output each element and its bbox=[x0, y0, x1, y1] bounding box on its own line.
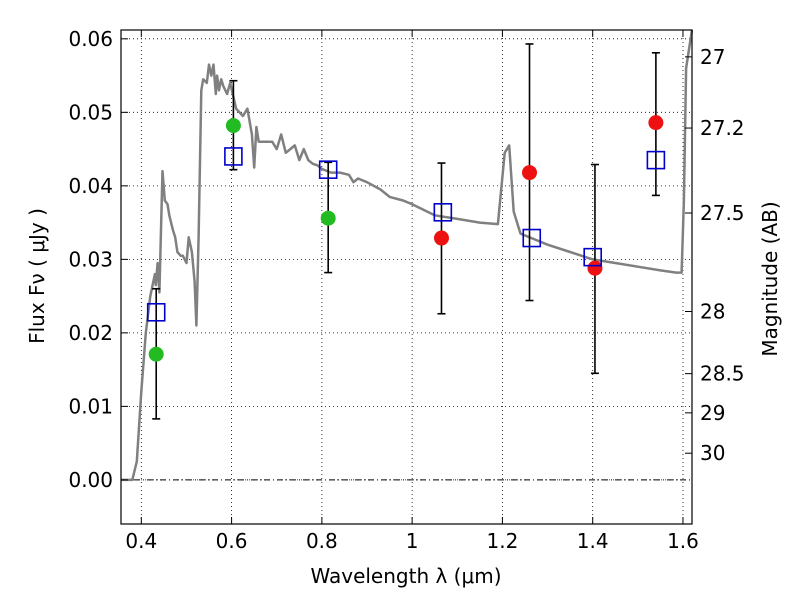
y-tick-label: 0.05 bbox=[68, 100, 113, 124]
x-tick-label: 1 bbox=[406, 529, 419, 553]
observed-points-green bbox=[148, 118, 336, 362]
y2-tick-label: 29 bbox=[700, 401, 725, 425]
y-tick-label: 0.02 bbox=[68, 321, 113, 345]
observed-point-red bbox=[587, 260, 603, 276]
model-box bbox=[318, 160, 338, 179]
y-tick-label: 0.03 bbox=[68, 247, 113, 271]
model-box bbox=[224, 147, 243, 166]
x-tick-label: 1.6 bbox=[667, 529, 699, 553]
x-tick-label: 0.4 bbox=[125, 529, 157, 553]
y2-tick-label: 28 bbox=[700, 299, 725, 323]
y2-axis-label: Magnitude (AB) bbox=[758, 201, 782, 356]
observed-point-red bbox=[522, 165, 538, 181]
y2-tick-label: 27.5 bbox=[700, 201, 745, 225]
observed-point-red bbox=[433, 230, 449, 246]
model-box bbox=[146, 302, 166, 322]
y2-tick-label: 30 bbox=[700, 441, 725, 465]
y-tick-label: 0.00 bbox=[68, 468, 113, 492]
y-axis-label: Flux Fν ( μJy ) bbox=[25, 208, 49, 344]
y-axis-ticks: 0.00 0.01 0.02 0.03 0.04 0.05 0.06 bbox=[68, 27, 128, 492]
model-box bbox=[433, 203, 453, 222]
y-tick-label: 0.06 bbox=[68, 27, 113, 51]
x-tick-label: 0.8 bbox=[306, 529, 338, 553]
x-tick-label: 0.6 bbox=[216, 529, 248, 553]
observed-point-green bbox=[320, 210, 336, 226]
model-box bbox=[522, 228, 542, 248]
y2-tick-label: 27 bbox=[700, 45, 725, 69]
y2-axis-ticks: 27 27.2 27.5 28 28.5 29 30 bbox=[685, 45, 745, 465]
observed-point-green bbox=[225, 118, 241, 134]
model-boxes bbox=[146, 147, 666, 322]
x-tick-label: 1.2 bbox=[487, 529, 519, 553]
x-axis-label: Wavelength λ (μm) bbox=[310, 564, 501, 588]
y-tick-label: 0.01 bbox=[68, 394, 113, 418]
y2-tick-label: 27.2 bbox=[700, 116, 745, 140]
x-tick-label: 1.4 bbox=[577, 529, 609, 553]
y-tick-label: 0.04 bbox=[68, 174, 113, 198]
observed-points-red bbox=[433, 115, 664, 276]
observed-point-green bbox=[148, 346, 164, 362]
model-box bbox=[583, 247, 602, 267]
plot-frame bbox=[120, 29, 693, 525]
model-box bbox=[646, 150, 666, 170]
observed-point-red bbox=[648, 115, 664, 131]
model-spectrum-line bbox=[121, 29, 694, 482]
y2-tick-label: 28.5 bbox=[700, 362, 745, 386]
x-axis-ticks: 0.4 0.6 0.8 1 1.2 1.4 1.6 bbox=[125, 30, 699, 553]
